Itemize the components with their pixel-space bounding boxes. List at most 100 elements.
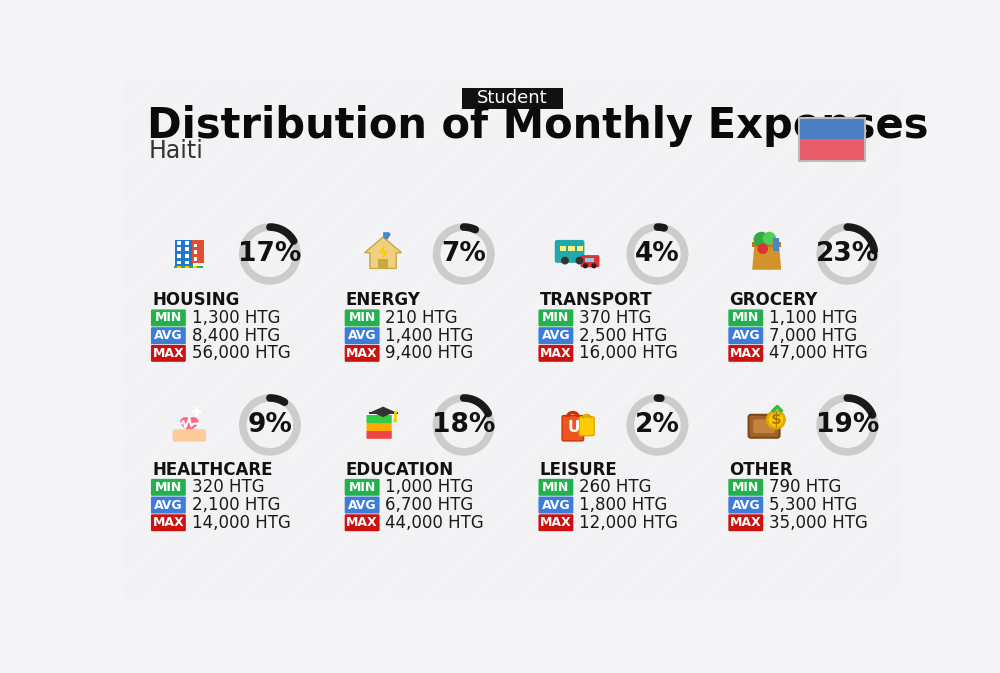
FancyBboxPatch shape: [151, 479, 186, 496]
FancyBboxPatch shape: [728, 345, 763, 362]
Bar: [192, 410, 201, 413]
Text: 1,100 HTG: 1,100 HTG: [769, 309, 858, 327]
FancyBboxPatch shape: [366, 415, 392, 423]
Text: 17%: 17%: [238, 241, 302, 267]
Text: AVG: AVG: [731, 499, 760, 511]
Text: MIN: MIN: [732, 481, 759, 494]
Bar: [378, 259, 388, 269]
FancyBboxPatch shape: [749, 415, 780, 437]
FancyBboxPatch shape: [345, 345, 380, 362]
Text: MIN: MIN: [349, 312, 376, 324]
FancyBboxPatch shape: [366, 431, 392, 439]
FancyBboxPatch shape: [728, 497, 763, 513]
FancyBboxPatch shape: [728, 479, 763, 496]
FancyBboxPatch shape: [538, 310, 573, 326]
FancyBboxPatch shape: [538, 327, 573, 344]
Bar: [177, 248, 181, 252]
Text: 56,000 HTG: 56,000 HTG: [192, 345, 290, 362]
Text: MAX: MAX: [540, 347, 572, 360]
Text: AVG: AVG: [542, 329, 570, 342]
Text: MIN: MIN: [542, 481, 570, 494]
FancyBboxPatch shape: [345, 310, 380, 326]
Text: OTHER: OTHER: [730, 460, 793, 479]
FancyBboxPatch shape: [345, 497, 380, 513]
Bar: [185, 266, 189, 269]
Text: MAX: MAX: [153, 347, 184, 360]
Bar: [177, 241, 181, 245]
Text: 7%: 7%: [441, 241, 486, 267]
Bar: [185, 248, 189, 252]
Text: 23%: 23%: [816, 241, 879, 267]
Text: Distribution of Monthly Expenses: Distribution of Monthly Expenses: [147, 105, 928, 147]
FancyBboxPatch shape: [151, 497, 186, 513]
Text: AVG: AVG: [542, 499, 570, 511]
Text: 44,000 HTG: 44,000 HTG: [385, 513, 484, 532]
Text: 210 HTG: 210 HTG: [385, 309, 458, 327]
FancyBboxPatch shape: [151, 327, 186, 344]
FancyBboxPatch shape: [151, 345, 186, 362]
Bar: [194, 250, 197, 254]
Text: ENERGY: ENERGY: [346, 291, 421, 309]
FancyBboxPatch shape: [173, 429, 206, 441]
Text: 7,000 HTG: 7,000 HTG: [769, 326, 857, 345]
FancyBboxPatch shape: [151, 310, 186, 326]
FancyBboxPatch shape: [728, 514, 763, 531]
Text: HOUSING: HOUSING: [152, 291, 240, 309]
Bar: [773, 238, 779, 252]
Circle shape: [591, 263, 597, 269]
FancyBboxPatch shape: [345, 514, 380, 531]
Polygon shape: [369, 412, 398, 415]
Circle shape: [576, 256, 583, 264]
Text: 2,500 HTG: 2,500 HTG: [579, 326, 668, 345]
Text: MIN: MIN: [155, 481, 182, 494]
Text: 370 HTG: 370 HTG: [579, 309, 652, 327]
Text: 8,400 HTG: 8,400 HTG: [192, 326, 280, 345]
FancyBboxPatch shape: [728, 327, 763, 344]
FancyBboxPatch shape: [538, 497, 573, 513]
Text: MAX: MAX: [346, 516, 378, 529]
Text: 1,000 HTG: 1,000 HTG: [385, 479, 474, 496]
FancyBboxPatch shape: [562, 415, 584, 441]
Polygon shape: [365, 237, 402, 269]
Text: MAX: MAX: [540, 516, 572, 529]
Text: 1,300 HTG: 1,300 HTG: [192, 309, 280, 327]
Bar: [194, 256, 197, 260]
Text: 9%: 9%: [247, 412, 292, 438]
Bar: [177, 260, 181, 264]
Text: U: U: [567, 420, 580, 435]
Text: 47,000 HTG: 47,000 HTG: [769, 345, 868, 362]
Polygon shape: [371, 406, 395, 417]
Text: 18%: 18%: [432, 412, 495, 438]
Polygon shape: [180, 417, 199, 433]
Text: Haiti: Haiti: [148, 139, 203, 163]
Text: 19%: 19%: [816, 412, 879, 438]
Polygon shape: [772, 236, 779, 245]
Circle shape: [757, 244, 768, 254]
Polygon shape: [379, 245, 388, 260]
Bar: [177, 254, 181, 258]
Bar: [185, 254, 189, 258]
Text: AVG: AVG: [154, 499, 183, 511]
FancyBboxPatch shape: [581, 255, 599, 267]
Circle shape: [754, 232, 769, 248]
FancyBboxPatch shape: [345, 479, 380, 496]
Text: 5,300 HTG: 5,300 HTG: [769, 496, 857, 514]
Bar: [175, 240, 193, 269]
Bar: [560, 246, 566, 252]
Text: MAX: MAX: [346, 347, 378, 360]
Circle shape: [767, 411, 784, 428]
Text: 2,100 HTG: 2,100 HTG: [192, 496, 280, 514]
Text: 16,000 HTG: 16,000 HTG: [579, 345, 678, 362]
Circle shape: [393, 419, 397, 423]
Bar: [177, 266, 181, 269]
FancyBboxPatch shape: [462, 87, 563, 109]
Bar: [752, 242, 781, 248]
FancyBboxPatch shape: [345, 327, 380, 344]
Bar: [799, 118, 865, 161]
Bar: [568, 246, 575, 252]
FancyBboxPatch shape: [538, 479, 573, 496]
Text: 2%: 2%: [635, 412, 680, 438]
Circle shape: [561, 256, 569, 264]
Bar: [174, 266, 202, 269]
Bar: [185, 260, 189, 264]
